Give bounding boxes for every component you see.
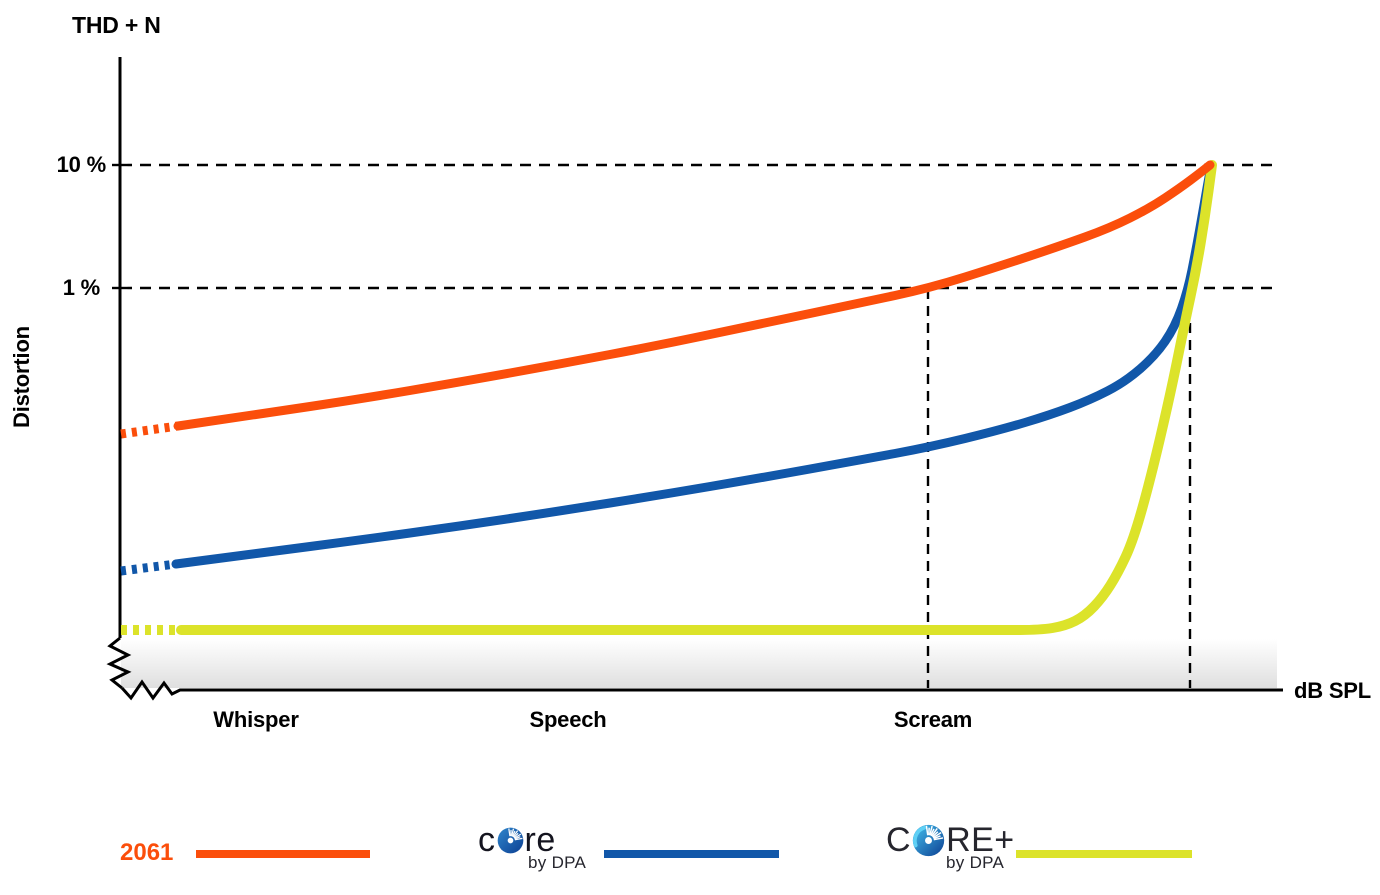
core-plus-byline: by DPA	[946, 853, 1005, 872]
ytick-10-percent: 10 %	[56, 152, 107, 177]
legend-swatch-core	[604, 850, 779, 858]
core-disc-icon	[497, 827, 524, 854]
xtick-speech: Speech	[529, 707, 607, 732]
core-plus-disc-icon	[912, 824, 945, 857]
core-word-pre: c	[478, 821, 496, 859]
core-word-post: re	[524, 821, 556, 859]
y-axis-label: Distortion	[9, 326, 34, 428]
legend-swatch-2061	[196, 850, 370, 858]
core-plus-word-post: RE+	[946, 821, 1015, 859]
core-plus-wordmark: C RE+	[886, 821, 1015, 859]
legend-swatch-core-plus	[1016, 850, 1192, 858]
core-wordmark: c re	[478, 821, 586, 859]
x-axis-label: dB SPL	[1294, 678, 1372, 703]
xtick-whisper: Whisper	[213, 707, 299, 732]
xtick-scream: Scream	[893, 707, 973, 732]
core-plus-word-pre: C	[886, 821, 912, 859]
chart-title: THD + N	[72, 12, 161, 38]
legend-logo-core-plus: C RE+ by DPA	[886, 821, 1015, 873]
ytick-1-percent: 1 %	[62, 275, 101, 300]
legend-logo-core: c re by DPA	[478, 821, 586, 873]
legend-label-2061: 2061	[120, 839, 174, 866]
core-byline: by DPA	[528, 853, 587, 872]
